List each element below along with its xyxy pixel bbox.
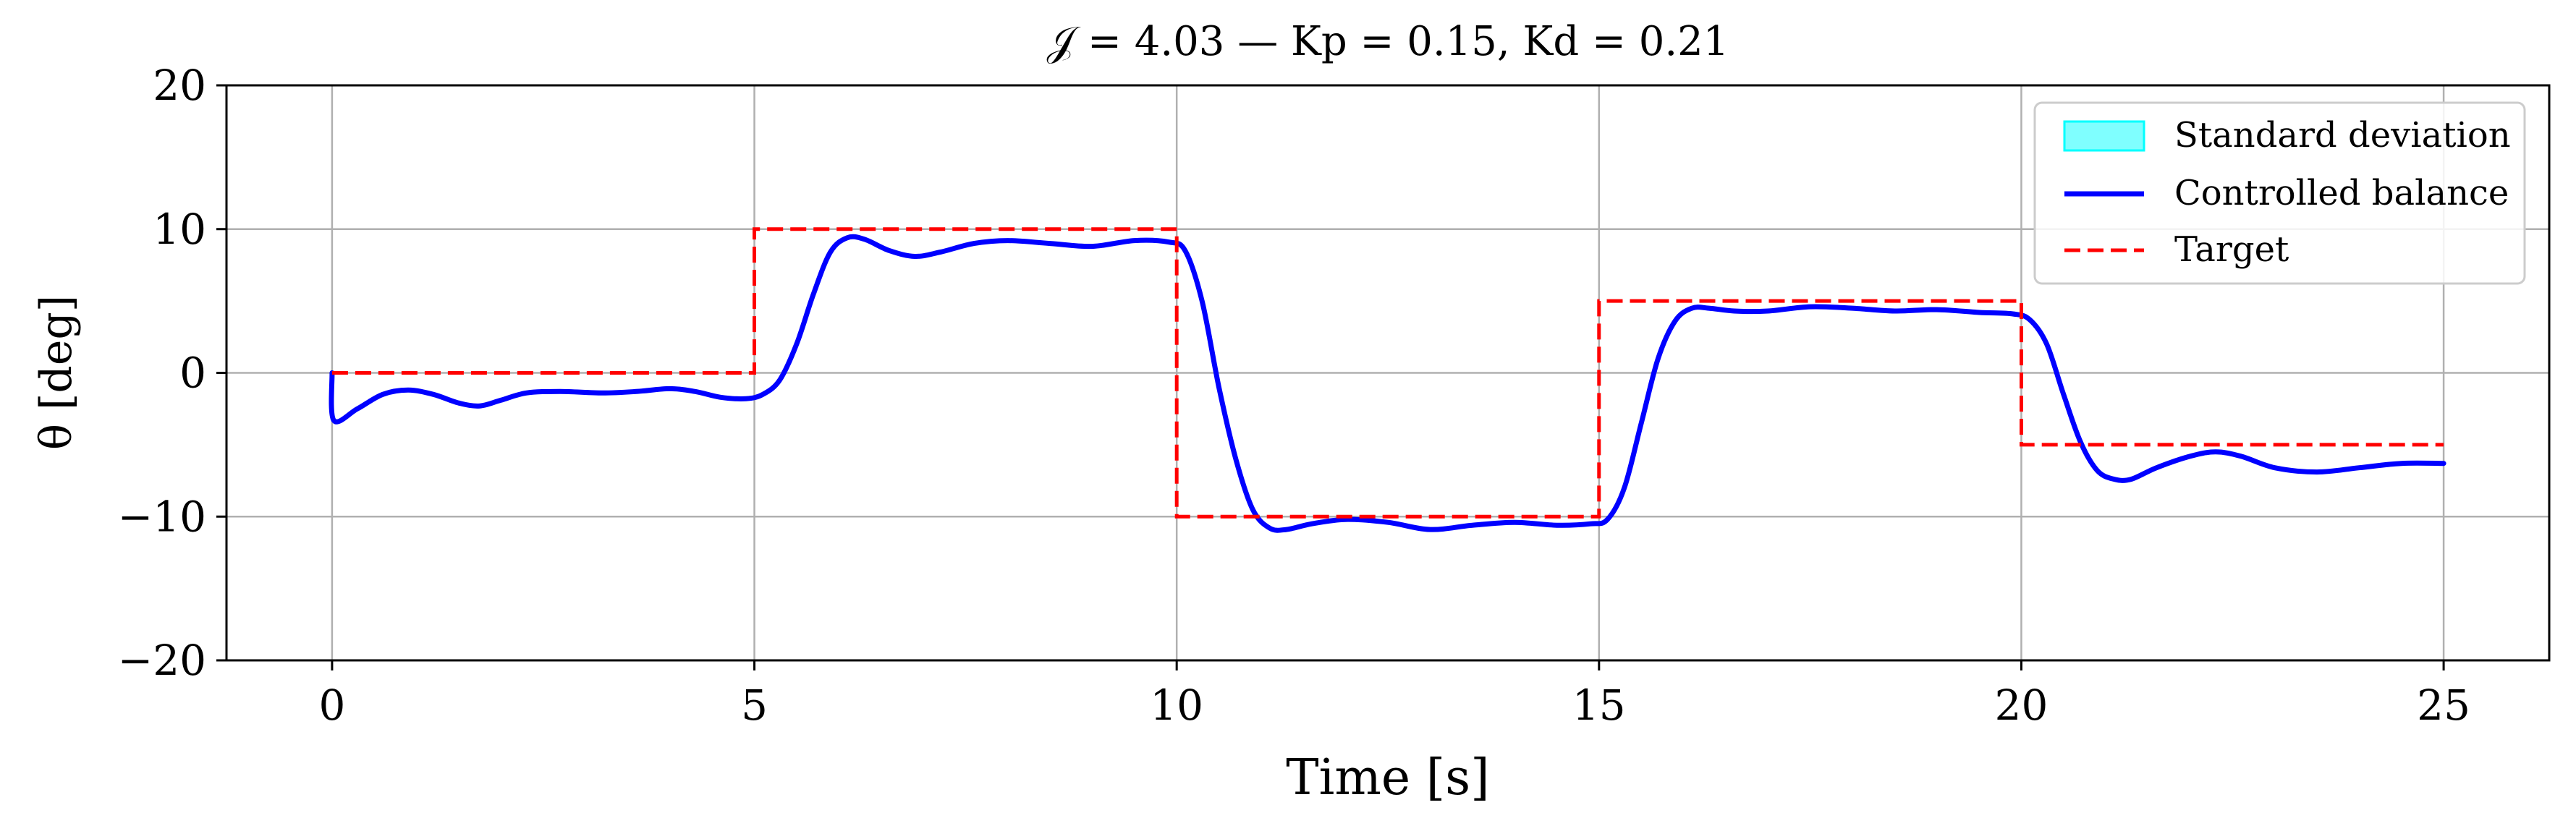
x-tick-label: 5 — [741, 681, 768, 730]
chart-title: 𝒥 = 4.03 — Kp = 0.15, Kd = 0.21 — [1047, 18, 1729, 65]
legend-label-standard-deviation: Standard deviation — [2174, 115, 2511, 156]
series-line-controlled-balance — [329, 234, 2446, 533]
x-tick-label: 20 — [1995, 681, 2048, 730]
x-tick-label: 0 — [318, 681, 345, 730]
y-tick-label: 10 — [153, 205, 206, 254]
legend-box — [2033, 101, 2526, 285]
series-line-target — [331, 227, 2444, 519]
x-tick-label: 15 — [1572, 681, 1626, 730]
x-tick-label: 25 — [2417, 681, 2470, 730]
x-tick-label: 10 — [1150, 681, 1203, 730]
legend: Standard deviation Controlled balance Ta… — [2033, 101, 2526, 285]
y-tick-label: 0 — [179, 349, 206, 398]
legend-label-controlled-balance: Controlled balance — [2174, 173, 2509, 213]
legend-label-target: Target — [2174, 229, 2289, 270]
series-layer — [329, 227, 2446, 533]
legend-swatch-standard-deviation — [2063, 120, 2145, 152]
y-tick-label: 20 — [153, 61, 206, 110]
y-tick-label: −10 — [118, 492, 206, 541]
ticks-layer: 0 5 10 15 20 25 −20 −10 0 10 20 — [118, 61, 2470, 730]
y-tick-label: −20 — [118, 636, 206, 685]
x-axis-label: Time [s] — [1286, 749, 1489, 806]
y-axis-label: θ [deg] — [31, 295, 82, 450]
